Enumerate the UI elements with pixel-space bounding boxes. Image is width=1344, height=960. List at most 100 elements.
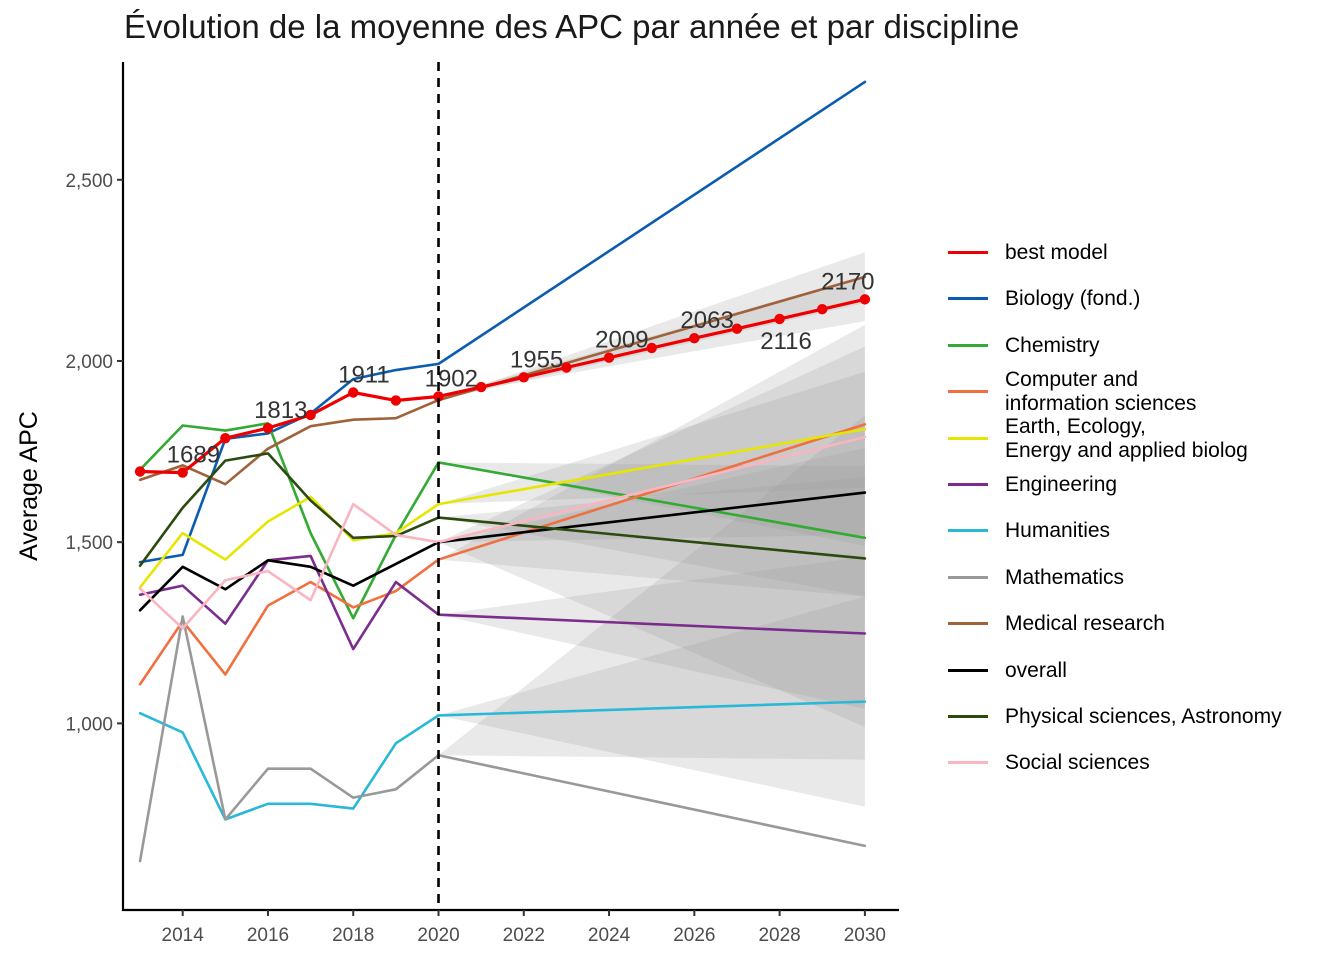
best-model-point: [177, 467, 188, 478]
series-line-physical-sciences-astronomy: [138, 452, 867, 568]
legend-key: [948, 529, 988, 533]
x-tick-label: 2022: [503, 925, 545, 946]
series-line-best-model: [138, 297, 867, 475]
legend-label: Computer and information sciences: [1005, 368, 1197, 416]
y-tick-label: 2,000: [65, 352, 113, 373]
series-line-computer-and-information-sciences: [138, 423, 867, 686]
legend-key: [948, 390, 988, 394]
best-model-point: [475, 381, 487, 393]
series-line-earth-ecology-energy-and-applied-biolog: [138, 427, 867, 589]
best-model-point: [603, 352, 615, 363]
series-line-mathematics: [138, 615, 867, 863]
best-model-point: [561, 362, 572, 373]
legend-item-mathematics: Mathematics: [948, 555, 1338, 601]
y-tick-label: 1,000: [65, 714, 113, 735]
ribbon-chemistry: [438, 462, 865, 546]
series-line-overall: [138, 491, 867, 612]
legend-item-biology-fond: Biology (fond.): [948, 276, 1338, 322]
series-line-chemistry: [138, 422, 867, 620]
legend-key: [948, 575, 988, 579]
x-tick-label: 2016: [247, 925, 289, 946]
data-label: 1955: [510, 346, 563, 373]
legend-label: Engineering: [1005, 473, 1118, 496]
best-model-point: [859, 294, 871, 305]
legend-key: [948, 297, 988, 301]
data-label: 2170: [821, 268, 874, 295]
legend-item-chemistry: Chemistry: [948, 323, 1338, 369]
ribbon-earth-ecology-energy-and-applied-biolog: [438, 371, 865, 505]
legend-item-humanities: Humanities: [948, 508, 1338, 554]
best-model-point: [518, 372, 529, 383]
x-tick-label: 2024: [588, 925, 631, 946]
series-line-engineering: [138, 554, 867, 651]
best-model-points: [134, 294, 871, 478]
legend-label: Physical sciences, Astronomy: [1005, 705, 1282, 728]
legend-key: [948, 668, 988, 672]
axes: 1,000 1,500 2,000 2,500 2014 2016 2018 2020 2022…: [15, 62, 899, 946]
legend-key: [948, 715, 988, 718]
legend-item-physical-sciences-astronomy: Physical sciences, Astronomy: [948, 694, 1338, 740]
data-label: 1911: [338, 362, 390, 389]
legend-item-overall: overall: [948, 648, 1338, 694]
best-model-point: [348, 387, 359, 398]
data-label: 1902: [425, 365, 478, 392]
legend-item-medical-research: Medical research: [948, 601, 1338, 647]
x-tick-label: 2014: [162, 925, 205, 946]
best-model-point: [433, 391, 444, 402]
legend-item-best-model: best model: [948, 230, 1338, 276]
legend-label: Chemistry: [1005, 333, 1100, 357]
x-tick-label: 2020: [417, 925, 459, 946]
legend-key: [948, 622, 988, 626]
x-tick-label: 2026: [673, 925, 715, 946]
legend-item-engineering: Engineering: [948, 462, 1338, 508]
best-model-point: [774, 313, 785, 325]
ribbon-best-model: [438, 275, 865, 397]
legend-item-computer-and-information-sciences: Computer and information sciences: [948, 368, 1338, 416]
ribbon-medical-research: [438, 252, 865, 401]
x-tick-label: 2030: [844, 925, 886, 946]
legend-key: [948, 343, 988, 347]
legend-label: best model: [1005, 241, 1108, 264]
series-line-humanities: [138, 700, 867, 821]
chart-title: Évolution de la moyenne des APC par anné…: [124, 8, 1020, 45]
ribbon-humanities: [438, 596, 865, 807]
best-model-point: [731, 323, 743, 334]
legend-key: [948, 436, 988, 440]
data-label: 1813: [254, 397, 307, 424]
data-labels: 1689 1813 1911 1902 1955 2009 2063 2116 2170: [167, 268, 875, 468]
best-model-point: [646, 342, 657, 354]
x-tick-label: 2028: [758, 925, 800, 946]
data-label: 1689: [167, 442, 220, 469]
best-model-point: [220, 432, 231, 444]
best-model-point: [689, 332, 700, 344]
legend-item-social-sciences: Social sciences: [948, 740, 1338, 786]
y-axis-label: Average APC: [15, 411, 43, 561]
legend-label: overall: [1005, 658, 1067, 682]
data-label: 2009: [595, 327, 648, 354]
y-tick-label: 1,500: [65, 533, 113, 554]
best-model-point: [134, 466, 146, 477]
y-tick-label: 2,500: [65, 171, 113, 192]
series-lines: [138, 80, 867, 863]
data-label: 2063: [680, 307, 733, 334]
legend-key: [948, 251, 988, 254]
legend-label: Mathematics: [1005, 565, 1125, 589]
series-line-social-sciences: [138, 435, 867, 630]
ribbon-engineering: [438, 556, 865, 709]
legend-label: Medical research: [1005, 612, 1165, 636]
legend-label: Social sciences: [1005, 751, 1150, 775]
x-tick-label: 2018: [332, 925, 374, 946]
best-model-point: [262, 422, 274, 434]
ribbon-mathematics: [438, 415, 865, 760]
legend-key: [948, 483, 988, 486]
legend-label: Humanities: [1005, 519, 1111, 543]
data-label: 2116: [760, 328, 812, 355]
series-line-medical-research: [138, 275, 867, 486]
legend-label: Biology (fond.): [1005, 287, 1141, 311]
legend-key: [948, 761, 988, 765]
best-model-point: [390, 395, 402, 406]
legend-label: Earth, Ecology, Energy and applied biolo…: [1005, 414, 1248, 462]
best-model-point: [305, 409, 316, 421]
legend-item-earth-ecology-energy-and-applied-biolog: Earth, Ecology, Energy and applied biolo…: [948, 414, 1338, 462]
